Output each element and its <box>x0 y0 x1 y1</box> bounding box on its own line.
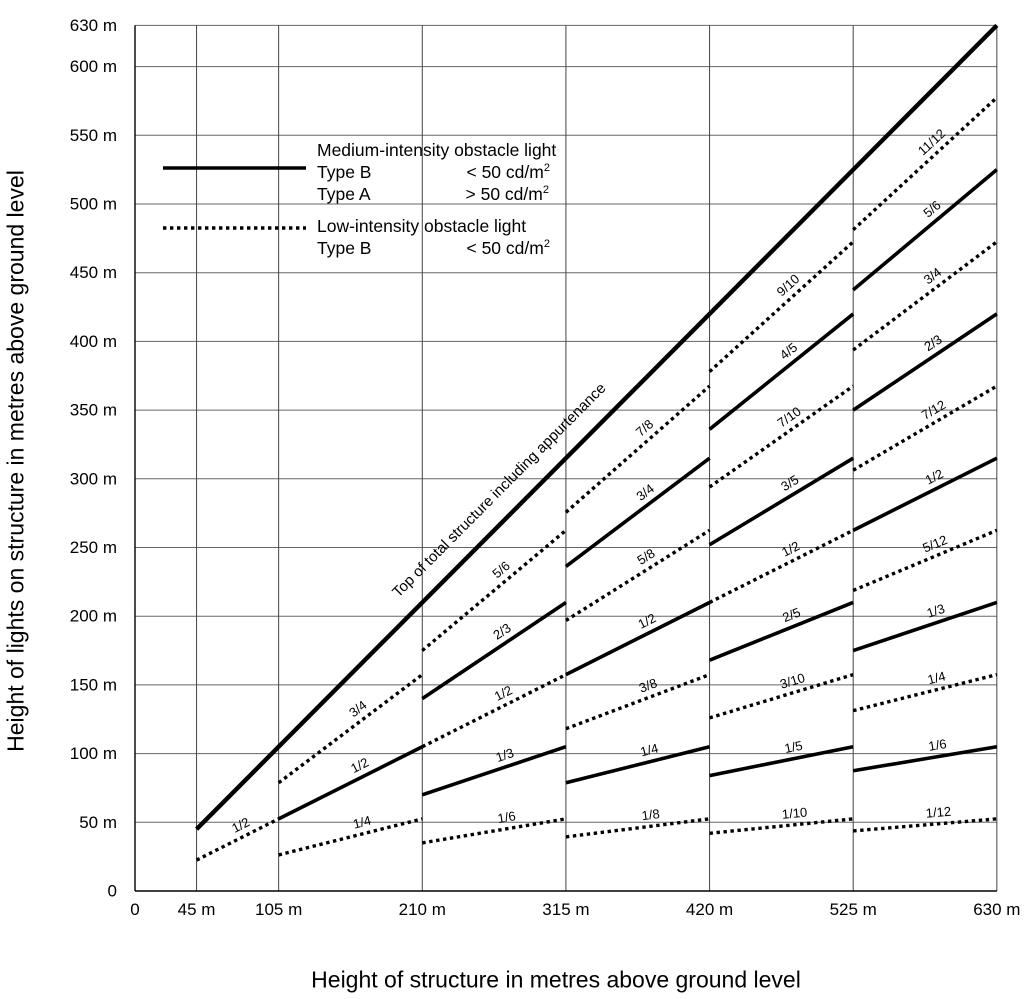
svg-text:3/10: 3/10 <box>778 670 807 692</box>
svg-text:420 m: 420 m <box>686 900 733 919</box>
svg-text:50 m: 50 m <box>79 813 117 832</box>
svg-text:1/12: 1/12 <box>925 804 951 821</box>
svg-text:7/12: 7/12 <box>919 397 948 423</box>
svg-text:0: 0 <box>108 882 117 901</box>
svg-text:3/8: 3/8 <box>637 675 659 695</box>
svg-text:11/12: 11/12 <box>915 126 948 158</box>
svg-text:1/10: 1/10 <box>781 804 808 821</box>
svg-text:630 m: 630 m <box>70 16 117 35</box>
svg-text:1/4: 1/4 <box>351 813 372 832</box>
svg-text:150 m: 150 m <box>70 675 117 694</box>
svg-text:500 m: 500 m <box>70 195 117 214</box>
svg-text:7/8: 7/8 <box>633 416 656 439</box>
svg-text:210 m: 210 m <box>399 900 446 919</box>
svg-text:300 m: 300 m <box>70 469 117 488</box>
svg-text:315 m: 315 m <box>542 900 589 919</box>
svg-text:550 m: 550 m <box>70 126 117 145</box>
svg-text:1/6: 1/6 <box>927 736 947 754</box>
svg-text:5/8: 5/8 <box>634 545 657 567</box>
svg-text:1/8: 1/8 <box>641 806 661 823</box>
svg-text:0: 0 <box>130 900 139 919</box>
svg-text:1/3: 1/3 <box>925 601 947 621</box>
svg-text:1/3: 1/3 <box>494 745 516 765</box>
svg-text:630 m: 630 m <box>973 900 1020 919</box>
svg-text:600 m: 600 m <box>70 57 117 76</box>
svg-text:350 m: 350 m <box>70 401 117 420</box>
svg-text:100 m: 100 m <box>70 744 117 763</box>
svg-text:2/5: 2/5 <box>780 605 802 626</box>
svg-text:7/10: 7/10 <box>774 404 803 431</box>
svg-text:1/4: 1/4 <box>639 741 660 760</box>
svg-text:105 m: 105 m <box>255 900 302 919</box>
svg-text:400 m: 400 m <box>70 332 117 351</box>
svg-text:9/10: 9/10 <box>774 271 803 299</box>
svg-text:250 m: 250 m <box>70 538 117 557</box>
svg-text:450 m: 450 m <box>70 263 117 282</box>
svg-text:3/4: 3/4 <box>921 264 944 287</box>
svg-text:525 m: 525 m <box>830 900 877 919</box>
svg-text:3/4: 3/4 <box>346 697 369 720</box>
svg-text:45 m: 45 m <box>178 900 216 919</box>
svg-text:1/6: 1/6 <box>496 808 516 826</box>
svg-text:200 m: 200 m <box>70 607 117 626</box>
